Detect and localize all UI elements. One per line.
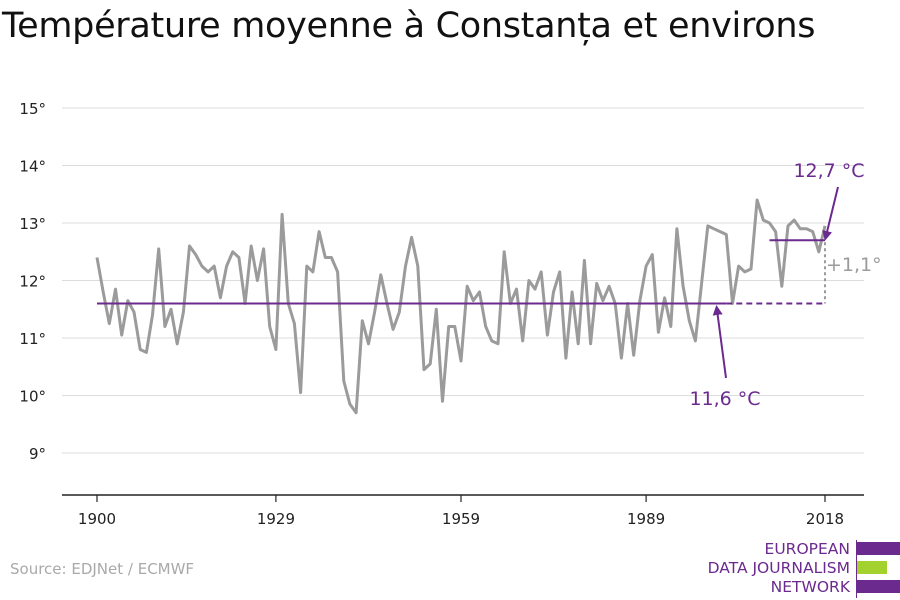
y-tick-label-9: 9° — [29, 445, 46, 463]
x-tick-label-2018: 2018 — [806, 510, 844, 528]
logo-line-1: EUROPEAN — [764, 540, 850, 558]
arrow-high-mean — [822, 186, 839, 241]
x-tick-label-1900: 1900 — [78, 510, 116, 528]
y-tick-label-13: 13° — [19, 215, 46, 233]
logo-bar-purple-bottom — [856, 580, 900, 593]
y-tick-label-12: 12° — [19, 273, 46, 291]
logo-line-2: DATA JOURNALISM — [707, 559, 850, 577]
x-axis-ticks: 1900 1929 1959 1989 2018 — [78, 495, 844, 528]
arrow-baseline-mean — [712, 305, 727, 379]
x-tick-label-1989: 1989 — [627, 510, 665, 528]
logo-divider — [856, 540, 857, 598]
temperature-series-line — [95, 198, 827, 415]
y-tick-label-10: 10° — [19, 388, 46, 406]
edjnet-logo[interactable]: EUROPEAN DATA JOURNALISM NETWORK — [700, 540, 900, 598]
y-axis-ticks: 9° 10° 11° 12° 13° 14° 15° — [19, 100, 46, 463]
y-tick-label-14: 14° — [19, 158, 46, 176]
logo-line-3: NETWORK — [770, 578, 850, 596]
annotation-difference: +1,1° — [826, 254, 882, 276]
logo-bar-purple-top — [856, 542, 900, 555]
y-tick-label-15: 15° — [19, 100, 46, 118]
x-tick-label-1959: 1959 — [442, 510, 480, 528]
annotations: 12,7 °C 11,6 °C +1,1° — [689, 160, 881, 410]
x-tick-label-1929: 1929 — [257, 510, 295, 528]
reference-lines — [97, 186, 839, 379]
source-note: Source: EDJNet / ECMWF — [10, 560, 195, 578]
y-tick-label-11: 11° — [19, 330, 46, 348]
logo-bar-green — [857, 561, 887, 574]
series-layer — [95, 198, 827, 415]
chart-title: Température moyenne à Constanța et envir… — [2, 6, 816, 46]
annotation-high-mean: 12,7 °C — [793, 160, 864, 182]
annotation-baseline-mean: 11,6 °C — [689, 388, 760, 410]
